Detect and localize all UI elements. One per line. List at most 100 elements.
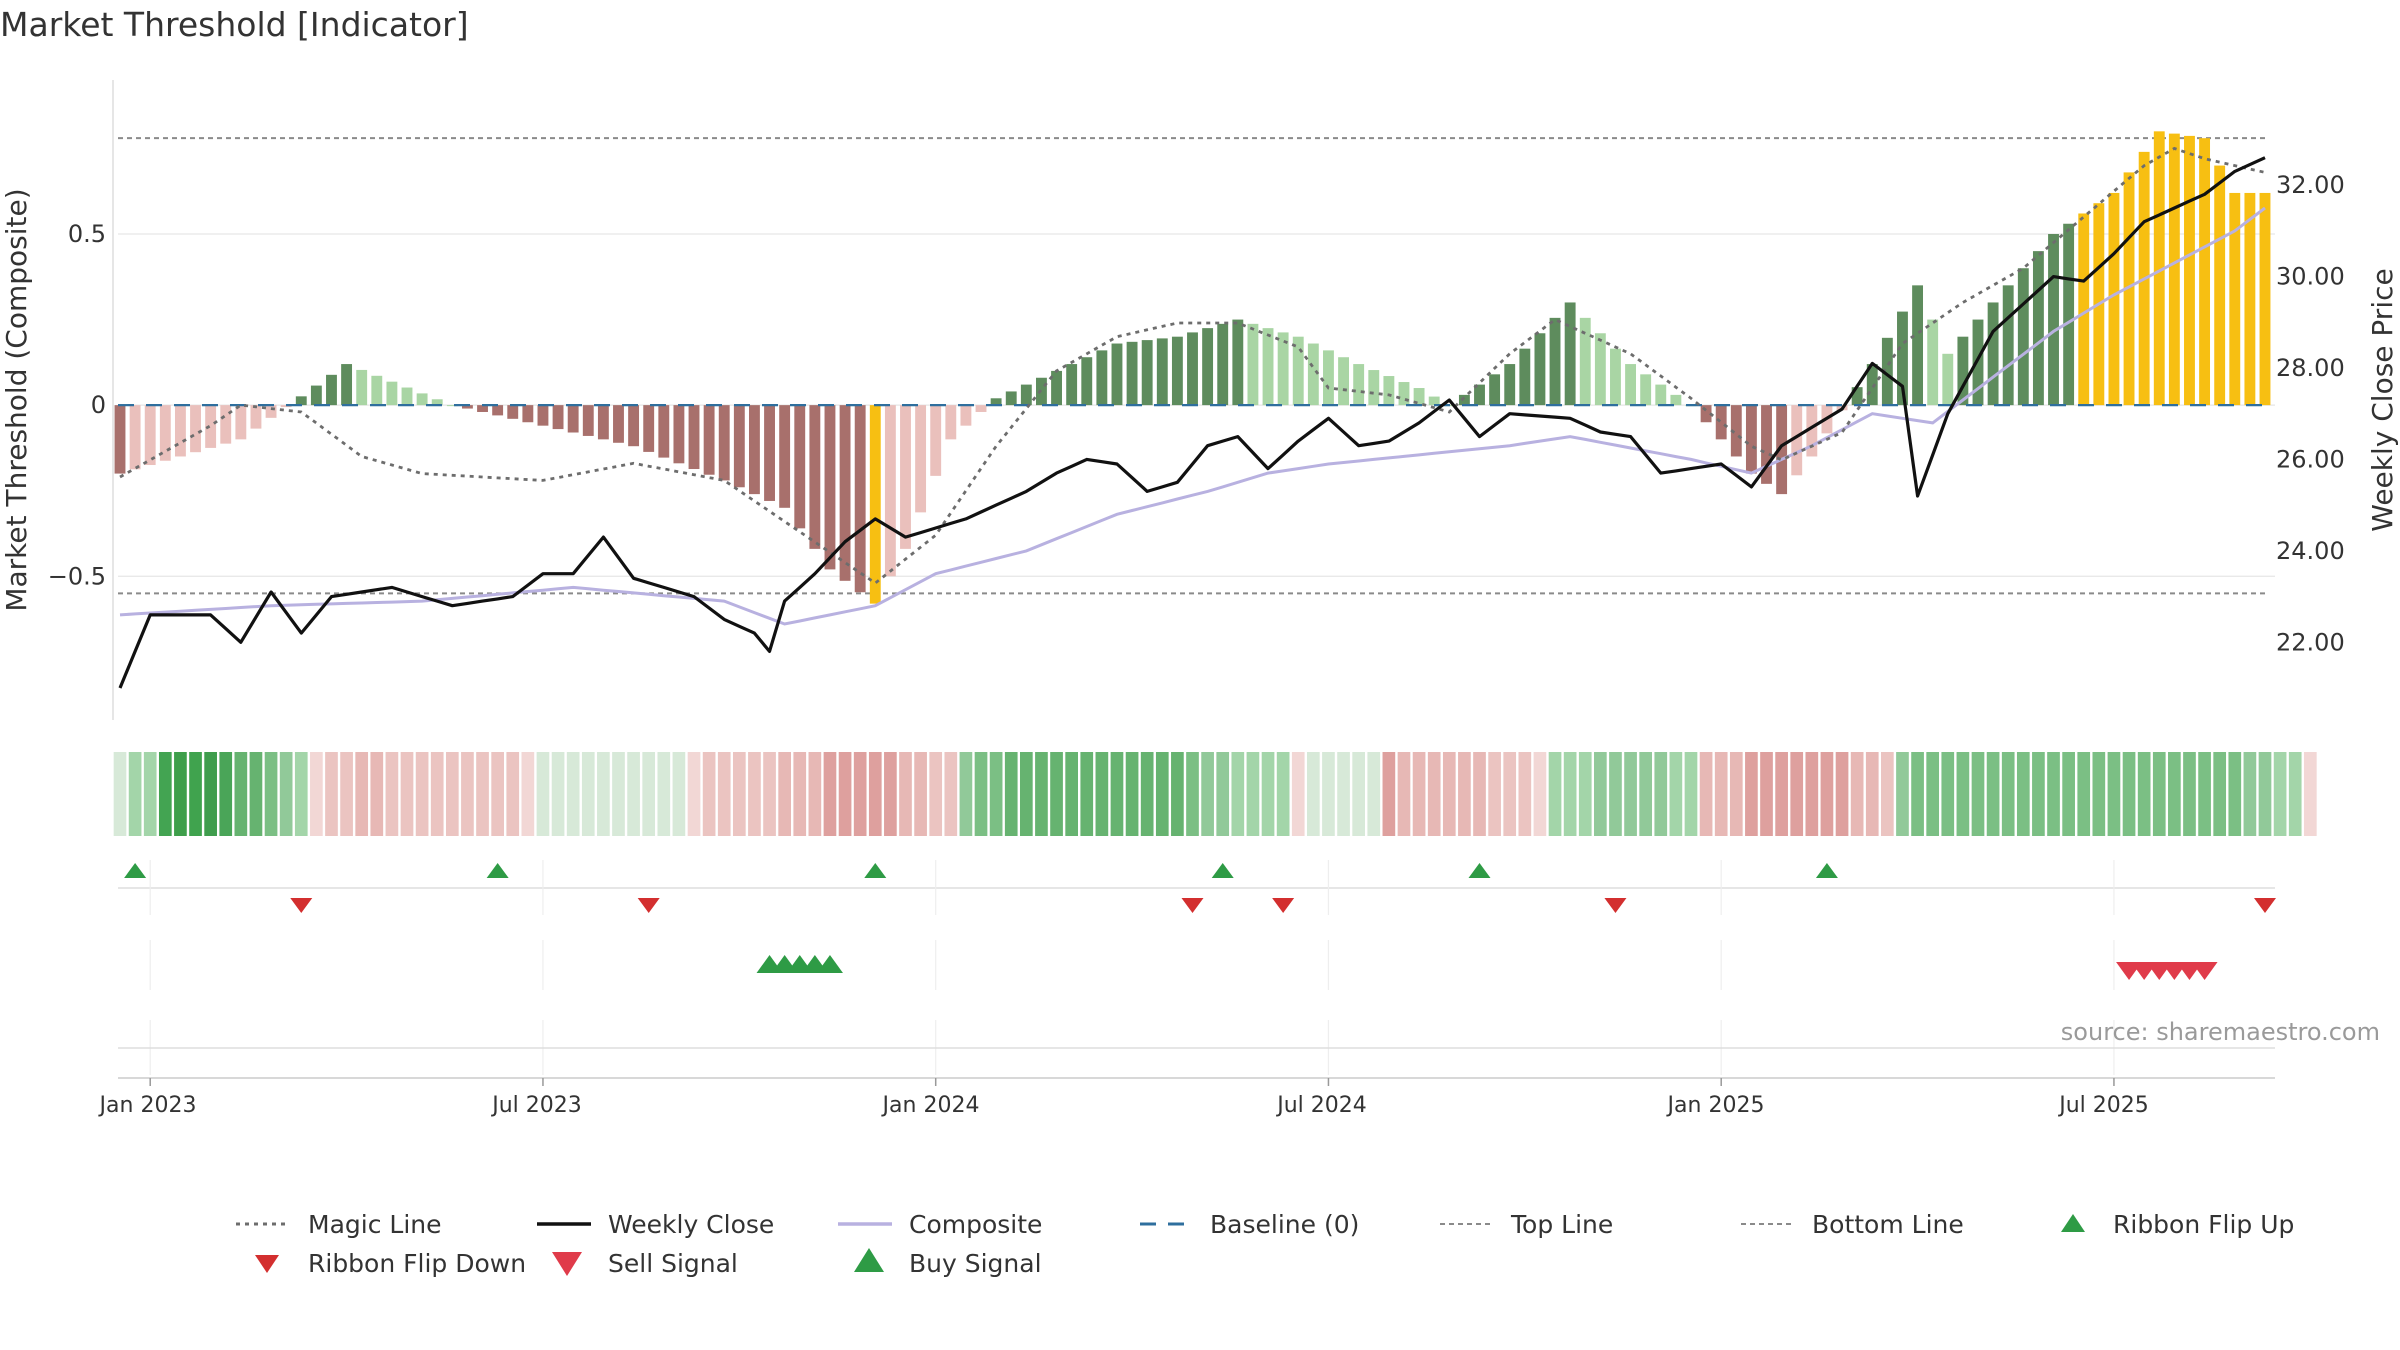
- ribbon-segment: [1865, 752, 1879, 836]
- ribbon-segment: [1609, 752, 1622, 836]
- ribbon-flip-up-marker: [1815, 863, 1838, 878]
- composite-bar: [431, 399, 443, 406]
- composite-bar: [1504, 364, 1516, 406]
- composite-bar: [356, 369, 368, 406]
- ribbon-segment: [113, 752, 127, 836]
- legend-label: Bottom Line: [1812, 1210, 1964, 1239]
- composite-bar: [1428, 396, 1440, 406]
- composite-bar: [884, 405, 896, 577]
- composite-bar: [522, 405, 534, 423]
- ribbon-segment: [1186, 752, 1199, 836]
- ribbon-segment: [657, 752, 671, 836]
- right-axis: 32.00 30.00 28.00 26.00 24.00 22.00 Week…: [2276, 171, 2399, 656]
- ribbon-segment: [1291, 752, 1305, 836]
- ribbon-segment: [1488, 752, 1501, 836]
- composite-bar: [643, 405, 655, 452]
- composite-bar: [2199, 138, 2211, 406]
- composite-bar: [688, 405, 700, 470]
- composite-bar: [960, 405, 972, 426]
- ribbon-segment: [1518, 752, 1532, 836]
- left-axis-label: Market Threshold (Composite): [0, 188, 33, 611]
- composite-bar: [205, 405, 217, 448]
- ribbon-segment: [1760, 752, 1773, 836]
- ribbon-segment: [2168, 752, 2181, 836]
- composite-bar: [1489, 374, 1501, 406]
- composite-bar: [748, 405, 760, 495]
- ribbon-segment: [823, 752, 837, 836]
- composite-bar: [1912, 285, 1924, 406]
- ribbon-segment: [1171, 752, 1184, 836]
- ribbon-segment: [1714, 752, 1728, 836]
- composite-bar: [1111, 343, 1123, 406]
- ribbon-segment: [340, 752, 353, 836]
- composite-bar: [190, 405, 201, 453]
- ribbon-segment: [959, 752, 973, 836]
- composite-bar: [1096, 350, 1108, 406]
- composite-bar: [114, 405, 126, 474]
- ribbon-flip-up-marker: [1468, 863, 1491, 878]
- legend-label: Ribbon Flip Down: [308, 1249, 526, 1278]
- ribbon-segment: [2092, 752, 2106, 836]
- composite-bar: [1202, 328, 1214, 406]
- ribbon-segment: [1729, 752, 1743, 836]
- ribbon-segment: [899, 752, 912, 836]
- composite-bar: [1020, 384, 1032, 406]
- composite-bar: [1307, 343, 1319, 406]
- ribbon-segment: [536, 752, 550, 836]
- composite-bar: [628, 405, 640, 447]
- composite-bar: [1338, 357, 1349, 406]
- ribbon-segment: [566, 752, 580, 836]
- composite-bar: [824, 405, 836, 570]
- ribbon-segment: [1201, 752, 1214, 836]
- ribbon-segment: [1790, 752, 1804, 836]
- legend-item-bottom-line: Bottom Line: [1741, 1210, 1964, 1239]
- ribbon-segment: [1246, 752, 1260, 836]
- ribbon-segment: [884, 752, 897, 836]
- legend-label: Ribbon Flip Up: [2113, 1210, 2294, 1239]
- ribbon-segment: [2047, 752, 2060, 836]
- signal-markers: [756, 955, 2218, 980]
- legend-swatch-ribbon-flip-up: [2061, 1214, 2085, 1232]
- trend-ribbon: [113, 752, 2317, 836]
- ribbon-segment: [1563, 752, 1577, 836]
- ribbon-segment: [914, 752, 927, 836]
- composite-bar: [930, 405, 942, 476]
- right-tick-label: 32.00: [2276, 171, 2345, 199]
- composite-bar: [1458, 394, 1470, 406]
- composite-bar: [1700, 405, 1712, 423]
- ribbon-segment: [1216, 752, 1230, 836]
- ribbon-segment: [1669, 752, 1683, 836]
- ribbon-segment: [612, 752, 625, 836]
- composite-bar: [703, 405, 715, 475]
- legend-item-ribbon-flip-down: Ribbon Flip Down: [255, 1249, 526, 1278]
- ribbon-segment: [1231, 752, 1245, 836]
- composite-bar: [326, 374, 337, 406]
- x-tick-label: Jul 2024: [1275, 1093, 1367, 1118]
- composite-bar: [1353, 364, 1365, 406]
- ribbon-segment: [627, 752, 640, 836]
- ribbon-segment: [234, 752, 248, 836]
- ribbon-flip-down-marker: [1272, 898, 1295, 913]
- ribbon-segment: [642, 752, 656, 836]
- ribbon-segment: [1155, 752, 1169, 836]
- ribbon-segment: [989, 752, 1003, 836]
- ribbon-segment: [838, 752, 852, 836]
- ribbon-segment: [1352, 752, 1366, 836]
- ribbon-segment: [597, 752, 610, 836]
- ribbon-segment: [1654, 752, 1668, 836]
- ribbon-segment: [2107, 752, 2121, 836]
- composite-bar: [1806, 405, 1818, 457]
- ribbon-segment: [793, 752, 807, 836]
- ribbon-segment: [174, 752, 187, 836]
- ribbon-segment: [1095, 752, 1109, 836]
- composite-bar: [1398, 382, 1410, 406]
- composite-bar: [1156, 338, 1168, 406]
- composite-bar: [416, 393, 428, 406]
- ribbon-segment: [249, 752, 263, 836]
- composite-bar: [2214, 165, 2226, 406]
- legend-swatch-ribbon-flip-down: [255, 1255, 279, 1273]
- ribbon-segment: [1594, 752, 1607, 836]
- legend-label: Magic Line: [308, 1210, 442, 1239]
- legend-label: Baseline (0): [1210, 1210, 1359, 1239]
- ribbon-segment: [1442, 752, 1456, 836]
